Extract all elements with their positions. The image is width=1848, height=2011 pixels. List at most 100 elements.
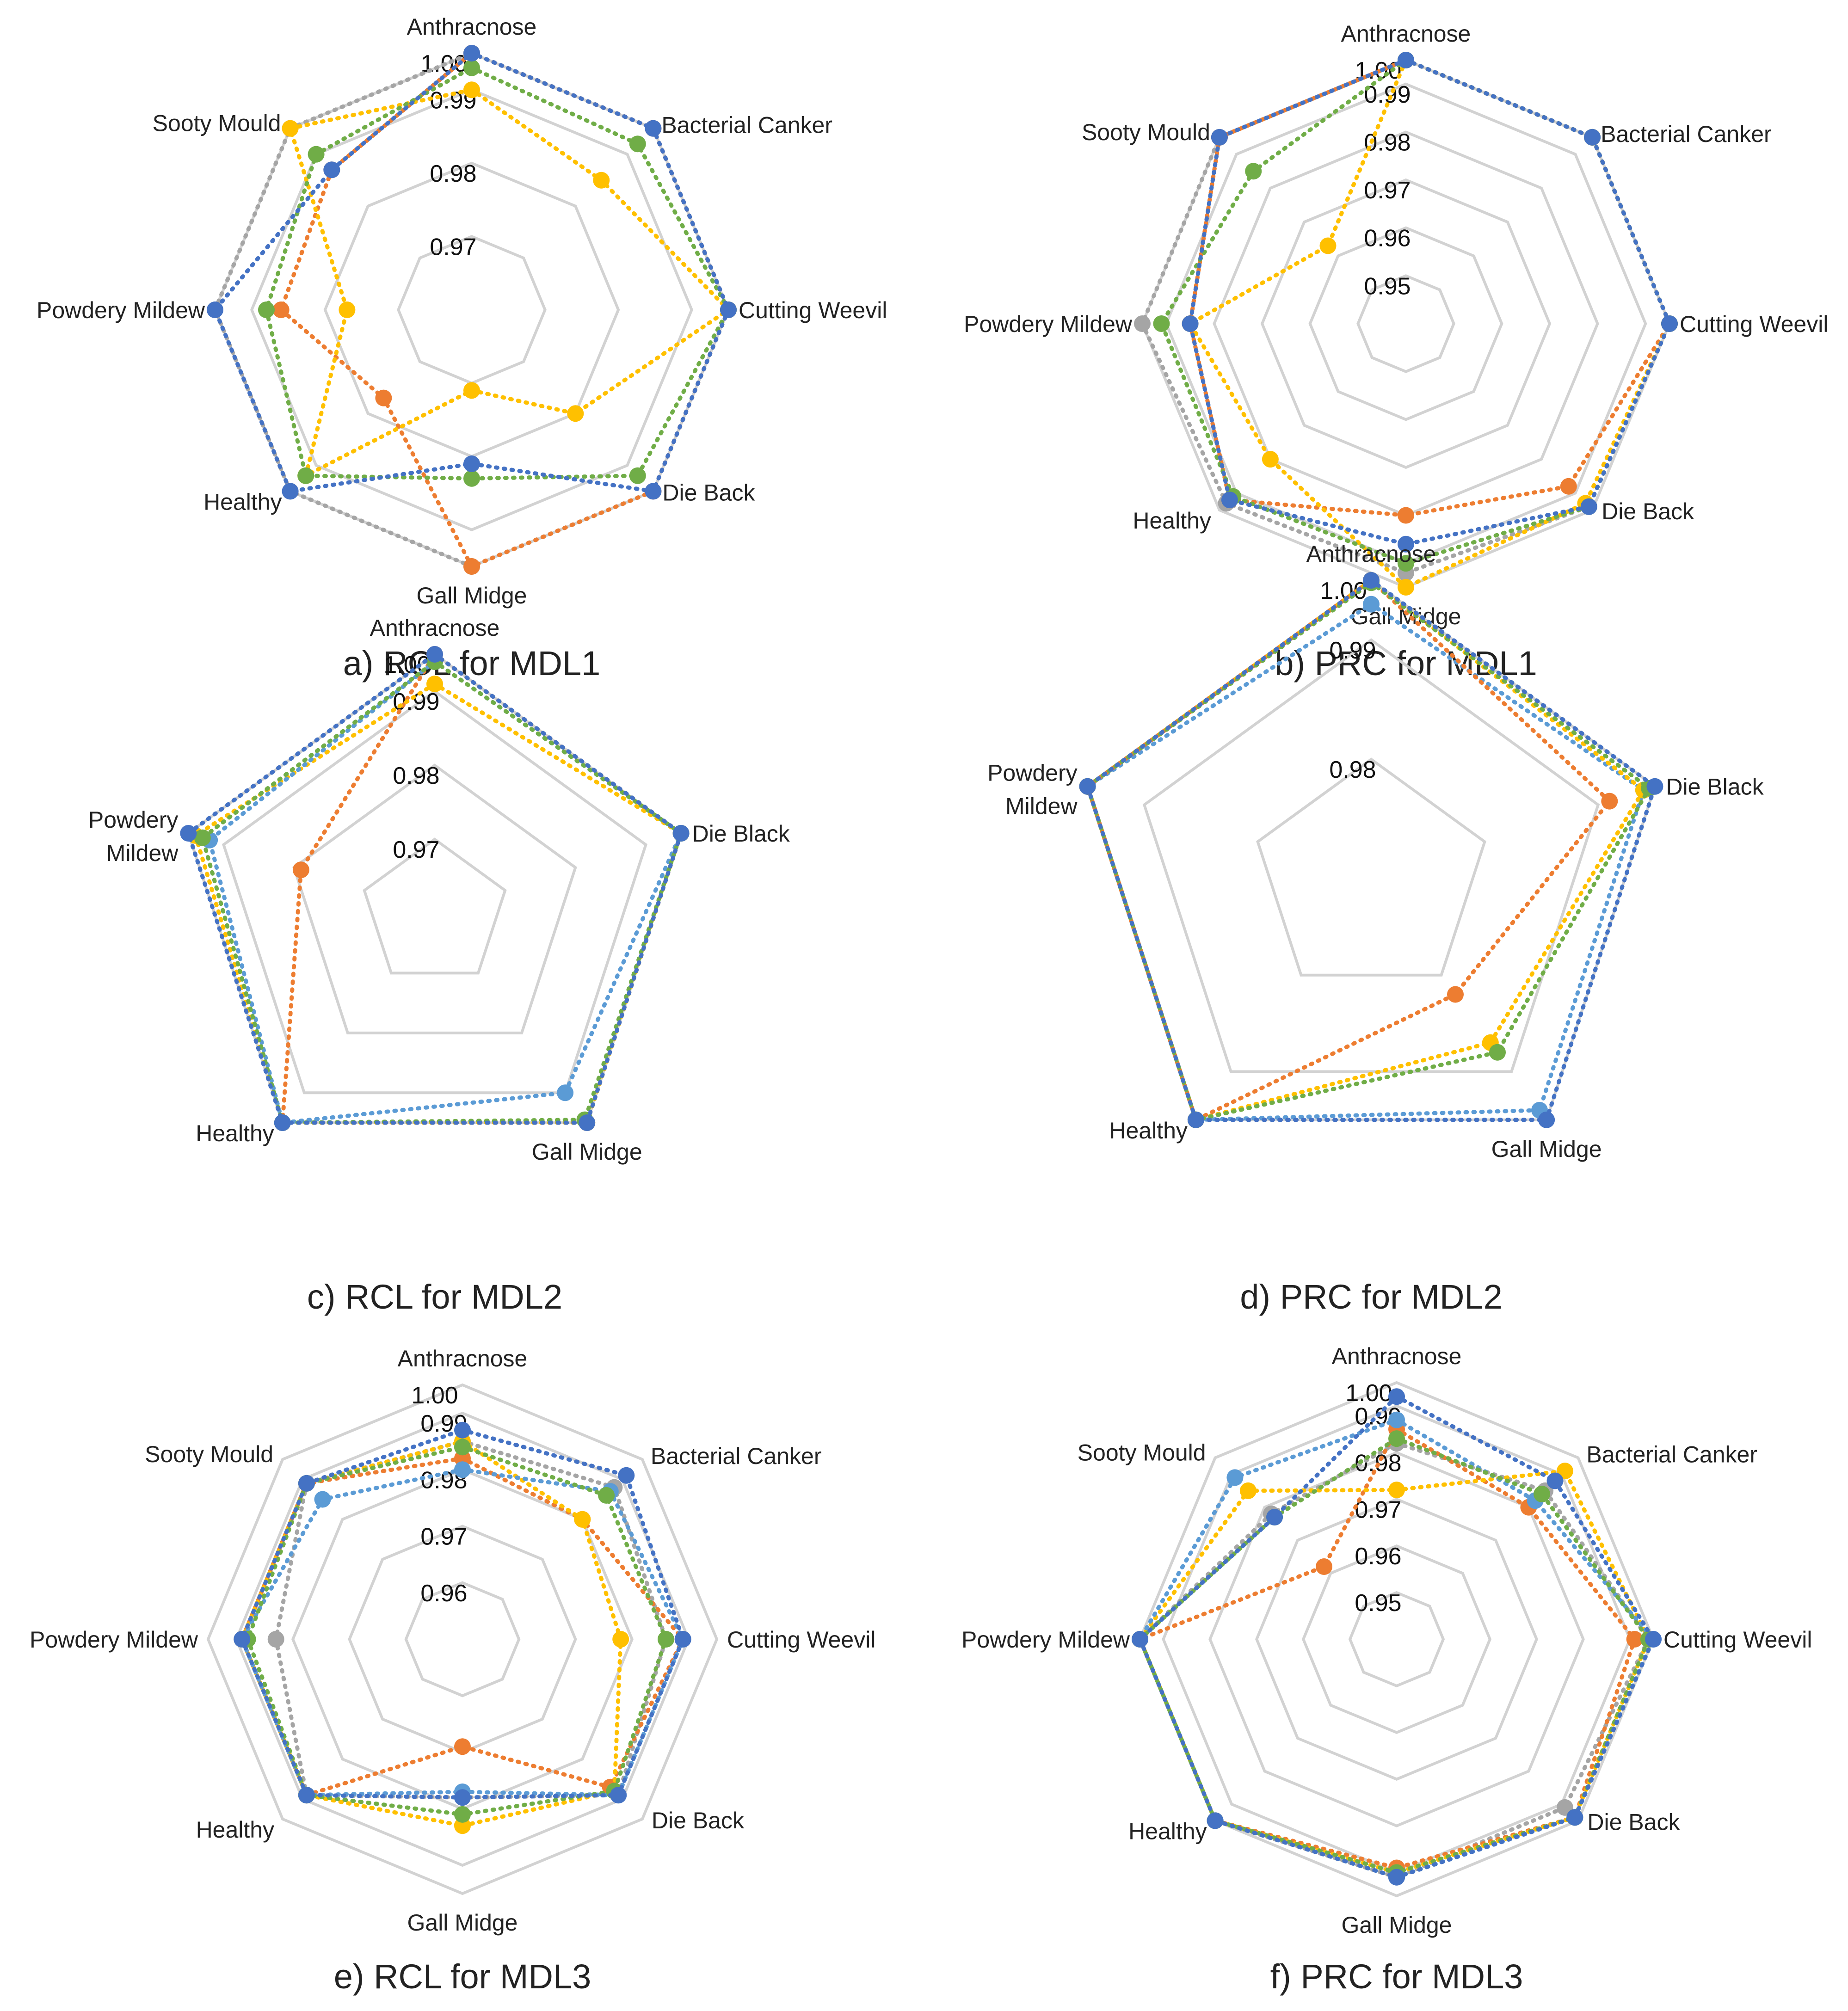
category-label-gall-midge: Gall Midge [407,1910,518,1936]
data-point-yellow-anthracnose [1388,1482,1405,1499]
data-point-yellow-sooty-mould [282,120,299,137]
data-point-orange-healthy [375,389,392,406]
data-point-green-gall-midge [454,1806,471,1823]
category-label-powdery-mildew: Powdery Mildew [964,311,1133,337]
panel-caption: d) PRC for MDL2 [1240,1278,1502,1316]
data-point-green-bacterial-canker [598,1487,615,1504]
data-point-blue-powdery-mildew [234,1631,251,1648]
data-point-yellow-powdery-mildew [339,301,356,318]
series-line-blue [186,652,684,1125]
data-point-blue-healthy [1207,1812,1224,1829]
grid-ring [250,88,693,531]
tick-label: 0.96 [420,1580,467,1607]
tick-label: 0.95 [1364,273,1411,300]
category-label-die-back: Die Back [662,480,755,505]
data-point-green-cutting-weevil [658,1631,674,1648]
tick-label: 0.98 [393,763,439,789]
category-label-gall-midge: Gall Midge [1491,1136,1602,1162]
grid-ring [363,837,507,975]
data-point-green-bacterial-canker [629,135,646,153]
category-label-sooty-mould: Sooty Mould [153,111,281,136]
category-label-anthracnose: Anthracnose [398,1346,528,1371]
category-label-powdery-mildew: Powdery Mildew [88,807,179,866]
data-point-blue-anthracnose [454,1421,471,1439]
data-point-blue-anthracnose [1398,52,1414,68]
series-line-orange [1137,1426,1637,1870]
data-point-gray-powdery-mildew [267,1631,284,1648]
data-point-green-gall-midge [1489,1044,1506,1061]
data-point-lightblue-anthracnose [1388,1411,1405,1428]
category-label-cutting-weevil: Cutting Weevil [739,297,887,323]
tick-label: 0.97 [430,234,476,260]
grid-ring [222,689,648,1095]
grid-ring [1356,274,1455,373]
data-point-blue-healthy [1221,492,1238,509]
data-point-blue-powdery-mildew [1182,315,1199,332]
category-label-gall-midge: Gall Midge [417,583,527,609]
category-label-healthy: Healthy [1128,1818,1207,1844]
data-point-blue-gall-midge [454,1789,471,1806]
data-point-blue-die-back [1566,1809,1583,1826]
panel-caption: a) RCL for MDL1 [343,644,601,683]
data-point-orange-gall-midge [463,558,480,575]
tick-label: 0.97 [420,1524,467,1550]
tick-label: 0.97 [393,836,439,863]
data-point-blue-cutting-weevil [1645,1631,1662,1648]
data-point-blue-anthracnose [1363,572,1380,589]
data-point-green-anthracnose [1388,1430,1405,1447]
grid-ring [206,1383,719,1895]
panel-caption: c) RCL for MDL2 [307,1278,562,1316]
category-label-die-black: Die Black [692,821,790,847]
data-point-yellow-healthy [1262,451,1279,468]
data-point-blue-die-back [645,483,662,500]
data-point-orange-die-back [1560,478,1577,495]
tick-label: 0.99 [1329,637,1376,664]
data-point-blue-gall-midge [1398,535,1414,553]
data-point-blue-sooty-mould [298,1475,315,1492]
data-point-green-powdery-mildew [194,829,211,846]
data-point-green-anthracnose [463,59,480,76]
data-point-blue-healthy [282,483,299,500]
data-point-orange-powdery-mildew [272,301,290,318]
category-label-die-back: Die Back [1602,498,1694,524]
data-point-lightblue-anthracnose [1363,596,1380,613]
category-label-die-back: Die Back [652,1808,745,1833]
category-label-cutting-weevil: Cutting Weevil [727,1627,875,1653]
category-label-powdery-mildew: Powdery Mildew [37,297,205,323]
grid-ring [1260,178,1552,469]
series-blue [234,1421,691,1806]
data-point-blue-healthy [1187,1111,1204,1128]
data-point-yellow-bacterial-canker [593,172,610,189]
data-point-orange-gall-midge [1447,986,1464,1003]
tick-label: 0.98 [430,160,476,187]
series-blue [180,646,690,1131]
category-label-healthy: Healthy [196,1120,274,1146]
category-label-anthracnose: Anthracnose [370,615,500,641]
category-label-healthy: Healthy [203,489,282,515]
data-point-blue-gall-midge [579,1114,596,1131]
data-point-blue-healthy [298,1787,315,1804]
category-label-sooty-mould: Sooty Mould [1082,119,1210,145]
panel-caption: e) RCL for MDL3 [334,1957,591,1996]
series-line-blue [1188,58,1672,547]
data-point-blue-powdery-mildew [180,825,197,842]
data-point-blue-gall-midge [1538,1111,1555,1128]
data-point-orange-powdery-mildew [292,861,309,879]
series-blue [1182,52,1678,553]
data-point-blue-cutting-weevil [720,301,737,318]
data-point-green-bacterial-canker [1534,1486,1550,1502]
data-point-green-die-back [629,467,646,484]
category-label-sooty-mould: Sooty Mould [145,1441,273,1467]
series-blue [1079,572,1663,1128]
category-label-bacterial-canker: Bacterial Canker [1601,121,1772,147]
category-label-die-back: Die Back [1587,1809,1680,1835]
data-point-yellow-cutting-weevil [612,1631,629,1648]
data-point-blue-bacterial-canker [618,1467,635,1484]
tick-label: 1.00 [1345,1380,1392,1407]
data-point-lightblue-sooty-mould [1226,1469,1244,1486]
category-label-anthracnose: Anthracnose [407,14,537,40]
category-label-gall-midge: Gall Midge [1342,1912,1452,1938]
data-point-blue-powdery-mildew [1132,1631,1148,1648]
category-label-powdery-mildew: Powdery Mildew [987,760,1078,819]
